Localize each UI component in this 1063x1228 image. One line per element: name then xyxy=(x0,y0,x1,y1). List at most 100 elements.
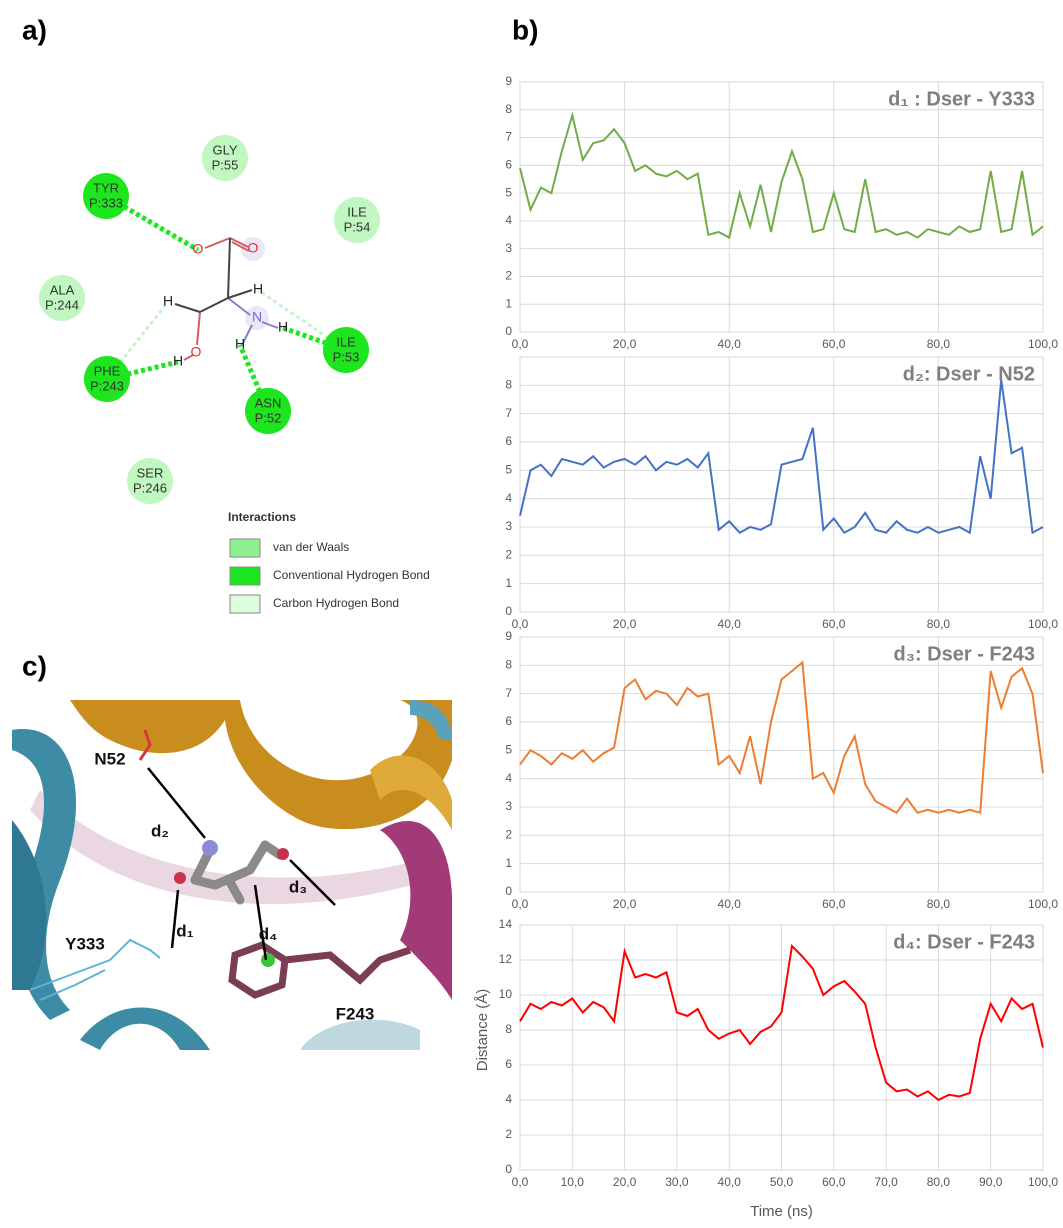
x-axis-label: Time (ns) xyxy=(750,1203,813,1220)
residue-name: ASN xyxy=(255,395,282,410)
structure-label: Y333 xyxy=(65,934,105,953)
y-tick-label: 0 xyxy=(505,884,512,898)
y-tick-label: 14 xyxy=(499,917,513,931)
residue-id: P:244 xyxy=(45,297,79,312)
panel-label: c) xyxy=(22,650,47,681)
y-tick-label: 4 xyxy=(505,771,512,785)
x-tick-label: 0,0 xyxy=(512,337,529,351)
figure: a)b)c)GLYP:55TYRP:333ILEP:54ALAP:244PHEP… xyxy=(0,0,1063,1228)
y-tick-label: 2 xyxy=(505,1127,512,1141)
x-tick-label: 20,0 xyxy=(613,617,637,631)
residue-id: P:246 xyxy=(133,480,167,495)
x-tick-label: 0,0 xyxy=(512,897,529,911)
y-tick-label: 2 xyxy=(505,269,512,283)
structure-label: F243 xyxy=(336,1004,375,1023)
y-tick-label: 9 xyxy=(505,74,512,88)
legend-swatch xyxy=(230,595,260,613)
x-tick-label: 40,0 xyxy=(718,897,742,911)
y-tick-label: 6 xyxy=(505,158,512,172)
y-tick-label: 1 xyxy=(505,856,512,870)
x-tick-label: 80,0 xyxy=(927,337,951,351)
x-tick-label: 90,0 xyxy=(979,1175,1003,1189)
panel-label: b) xyxy=(512,14,538,45)
x-tick-label: 100,0 xyxy=(1028,1175,1058,1189)
atom-label: O xyxy=(248,240,259,256)
structure-label: d₄ xyxy=(259,924,278,943)
y-tick-label: 8 xyxy=(505,102,512,116)
x-tick-label: 0,0 xyxy=(512,617,529,631)
chart-title: d₄: Dser - F243 xyxy=(893,931,1035,953)
structure-label: N52 xyxy=(94,749,125,768)
y-tick-label: 7 xyxy=(505,130,512,144)
legend-swatch xyxy=(230,567,260,585)
y-tick-label: 10 xyxy=(499,987,513,1001)
y-tick-label: 0 xyxy=(505,1162,512,1176)
y-tick-label: 1 xyxy=(505,576,512,590)
structure-render xyxy=(12,700,452,1050)
residue-name: TYR xyxy=(93,180,119,195)
legend-label: Carbon Hydrogen Bond xyxy=(273,596,399,610)
y-tick-label: 8 xyxy=(505,378,512,392)
residue-id: P:55 xyxy=(212,157,239,172)
y-tick-label: 6 xyxy=(505,714,512,728)
x-tick-label: 60,0 xyxy=(822,617,846,631)
x-tick-label: 20,0 xyxy=(613,1175,637,1189)
x-tick-label: 20,0 xyxy=(613,337,637,351)
structure-label: d₁ xyxy=(176,921,193,940)
x-tick-label: 80,0 xyxy=(927,897,951,911)
y-tick-label: 7 xyxy=(505,686,512,700)
atom-label: O xyxy=(191,344,202,360)
y-tick-label: 3 xyxy=(505,519,512,533)
x-tick-label: 60,0 xyxy=(822,337,846,351)
atom-label: H xyxy=(235,336,245,352)
residue-name: SER xyxy=(137,465,164,480)
y-tick-label: 5 xyxy=(505,463,512,477)
x-tick-label: 100,0 xyxy=(1028,617,1058,631)
y-tick-label: 0 xyxy=(505,604,512,618)
residue-id: P:52 xyxy=(255,410,282,425)
y-tick-label: 8 xyxy=(505,658,512,672)
y-tick-label: 5 xyxy=(505,185,512,199)
y-tick-label: 2 xyxy=(505,548,512,562)
atom-label: H xyxy=(163,293,173,309)
panel-label: a) xyxy=(22,14,47,45)
residue-name: GLY xyxy=(212,142,237,157)
legend-label: van der Waals xyxy=(273,540,349,554)
atom-label: H xyxy=(278,319,288,335)
x-tick-label: 0,0 xyxy=(512,1175,529,1189)
y-tick-label: 0 xyxy=(505,324,512,338)
y-tick-label: 3 xyxy=(505,241,512,255)
x-tick-label: 20,0 xyxy=(613,897,637,911)
y-tick-label: 6 xyxy=(505,434,512,448)
y-tick-label: 9 xyxy=(505,629,512,643)
ligand-skeleton xyxy=(175,237,278,360)
y-tick-label: 4 xyxy=(505,491,512,505)
x-tick-label: 40,0 xyxy=(718,1175,742,1189)
y-axis-label: Distance (Å) xyxy=(474,989,491,1072)
x-tick-label: 80,0 xyxy=(927,1175,951,1189)
x-tick-label: 50,0 xyxy=(770,1175,794,1189)
residue-name: ALA xyxy=(50,282,75,297)
plot-area xyxy=(520,637,1043,892)
y-tick-label: 4 xyxy=(505,1092,512,1106)
y-tick-label: 6 xyxy=(505,1057,512,1071)
y-tick-label: 8 xyxy=(505,1022,512,1036)
y-tick-label: 5 xyxy=(505,743,512,757)
residue-id: P:53 xyxy=(333,349,360,364)
y-tick-label: 12 xyxy=(499,952,513,966)
residue-name: ILE xyxy=(347,204,367,219)
chart-title: d₁ : Dser - Y333 xyxy=(888,88,1035,110)
structure-label: d₂ xyxy=(151,821,169,840)
y-tick-label: 4 xyxy=(505,213,512,227)
x-tick-label: 70,0 xyxy=(874,1175,898,1189)
atom-label: O xyxy=(193,241,204,257)
chart-title: d₂: Dser - N52 xyxy=(903,363,1035,385)
residue-name: ILE xyxy=(336,334,356,349)
y-tick-label: 2 xyxy=(505,828,512,842)
residue-id: P:54 xyxy=(344,219,371,234)
y-tick-label: 1 xyxy=(505,296,512,310)
legend-label: Conventional Hydrogen Bond xyxy=(273,568,430,582)
atom-label: H xyxy=(173,353,183,369)
x-tick-label: 80,0 xyxy=(927,617,951,631)
residue-id: P:243 xyxy=(90,378,124,393)
